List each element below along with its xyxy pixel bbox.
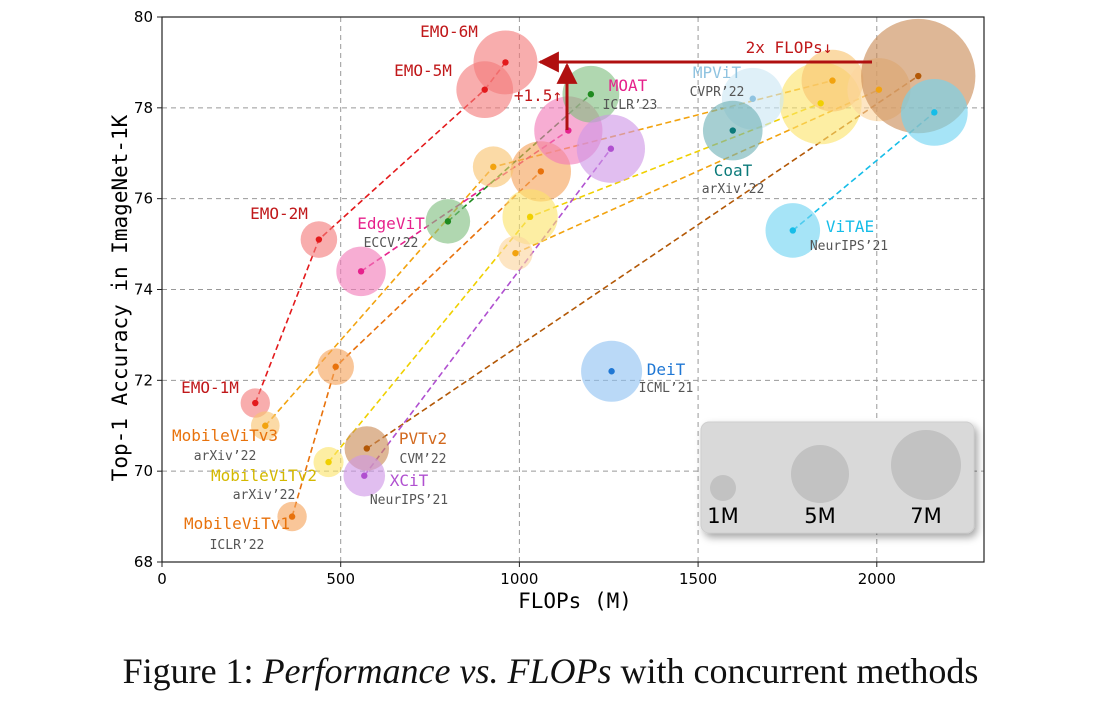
series-line-emo: [254, 61, 507, 404]
size-legend-5m-label: 5M: [804, 504, 835, 528]
point-edgevit: [357, 268, 365, 275]
point-mobilevitv3: [829, 77, 836, 84]
label-flops-annotation: 2x FLOPs↓: [746, 38, 833, 57]
label-vitae: ViTAE: [826, 217, 874, 236]
y-tick-label: 80: [134, 8, 153, 26]
data-points: [252, 59, 938, 520]
label-mpvit-venue: CVPR’22: [690, 85, 745, 100]
point-xcit: [361, 472, 368, 479]
label-pvtv2: PVTv2: [399, 429, 447, 448]
point-mobilevitv2: [526, 213, 534, 221]
label-accuracy-annotation: +1.5↑: [514, 86, 562, 105]
label-vitae-venue: NeurIPS’21: [810, 239, 888, 254]
point-emo: [481, 86, 488, 93]
label-moat-venue: ICLR’23: [603, 98, 658, 113]
caption-prefix: Figure 1:: [122, 651, 263, 691]
label-mobilevitv1: MobileViTv1: [184, 514, 290, 533]
point-mobilevitv1: [332, 363, 339, 370]
y-tick-label: 78: [134, 99, 153, 117]
point-mobilevitv1: [537, 168, 545, 175]
point-coat: [729, 127, 736, 134]
x-tick-label: 2000: [858, 570, 896, 588]
point-xcit: [607, 145, 615, 152]
caption-suffix: with concurrent methods: [611, 651, 979, 691]
model-labels: EMO-6M EMO-5M EMO-2M EMO-1M MobileViTv3 …: [172, 22, 888, 553]
point-emo: [502, 59, 509, 66]
size-legend-7m-bubble: [891, 430, 961, 500]
point-pvtv2: [915, 72, 922, 80]
y-axis-label: Top-1 Accuracy in ImageNet-1K: [108, 114, 132, 481]
label-pvtv2-venue: CVM’22: [400, 452, 447, 467]
y-tick-label: 68: [134, 553, 153, 571]
label-mobilevitv3-venue: arXiv’22: [194, 449, 257, 464]
label-emo-2m: EMO-2M: [250, 204, 308, 223]
axis-ticks: 0 500 1000 1500 2000 68 70 72 74 76 78 80: [134, 8, 896, 588]
label-xcit-venue: NeurIPS’21: [370, 493, 448, 508]
figure-caption: Figure 1: Performance vs. FLOPs with con…: [0, 650, 1101, 692]
x-tick-label: 1000: [500, 570, 538, 588]
label-emo-1m: EMO-1M: [181, 378, 239, 397]
point-emo: [252, 399, 259, 407]
label-mobilevitv1-venue: ICLR’22: [210, 538, 265, 553]
point-mobilevitv3-v2: [512, 249, 519, 257]
label-mobilevitv3: MobileViTv3: [172, 426, 278, 445]
point-pvtv2: [363, 445, 370, 452]
label-mobilevitv2-venue: arXiv’22: [233, 488, 296, 503]
label-deit-venue: ICML’21: [639, 381, 694, 396]
x-tick-label: 0: [157, 570, 167, 588]
label-edgevit: EdgeViT: [357, 214, 425, 233]
point-mpvit: [749, 95, 756, 102]
size-legend-7m-label: 7M: [910, 504, 941, 528]
x-tick-label: 500: [326, 570, 355, 588]
size-legend: 1M 5M 7M: [700, 421, 975, 534]
label-coat: CoaT: [714, 161, 753, 180]
x-tick-label: 1500: [679, 570, 717, 588]
point-emo: [315, 236, 323, 243]
point-mobilevitv1: [288, 513, 296, 520]
performance-vs-flops-chart: 0 500 1000 1500 2000 68 70 72 74 76 78 80 FLOPs (M)…: [108, 8, 985, 613]
y-tick-label: 74: [134, 281, 153, 299]
size-legend-1m-bubble: [710, 475, 736, 501]
label-moat: MOAT: [609, 76, 648, 95]
size-legend-1m-label: 1M: [707, 504, 738, 528]
point-mobilevitv3: [262, 422, 269, 429]
label-mpvit: MPViT: [693, 63, 742, 82]
point-deit: [608, 368, 615, 375]
label-emo-6m: EMO-6M: [420, 22, 478, 41]
point-mobilevitv3-v2: [875, 86, 883, 93]
label-emo-5m: EMO-5M: [394, 61, 452, 80]
caption-italic: Performance vs. FLOPs: [262, 651, 612, 691]
y-tick-label: 70: [134, 462, 153, 480]
label-edgevit-venue: ECCV’22: [364, 236, 419, 251]
point-mobilevitv2: [325, 458, 332, 466]
label-xcit: XCiT: [390, 471, 429, 490]
point-moat: [587, 91, 595, 98]
point-vitae: [931, 109, 938, 116]
point-mobilevitv2: [817, 100, 824, 107]
series-line-edgevit: [360, 129, 569, 272]
point-vitae: [789, 227, 796, 234]
size-legend-5m-bubble: [791, 445, 849, 503]
y-tick-label: 76: [134, 190, 153, 208]
label-deit: DeiT: [647, 360, 686, 379]
label-coat-venue: arXiv’22: [702, 182, 765, 197]
point-mobilevitv3: [490, 163, 497, 171]
point-moat: [444, 218, 452, 225]
label-mobilevitv2: MobileViTv2: [211, 466, 317, 485]
x-axis-label: FLOPs (M): [518, 589, 632, 613]
y-tick-label: 72: [134, 371, 153, 389]
series-line-xcit: [363, 148, 612, 477]
